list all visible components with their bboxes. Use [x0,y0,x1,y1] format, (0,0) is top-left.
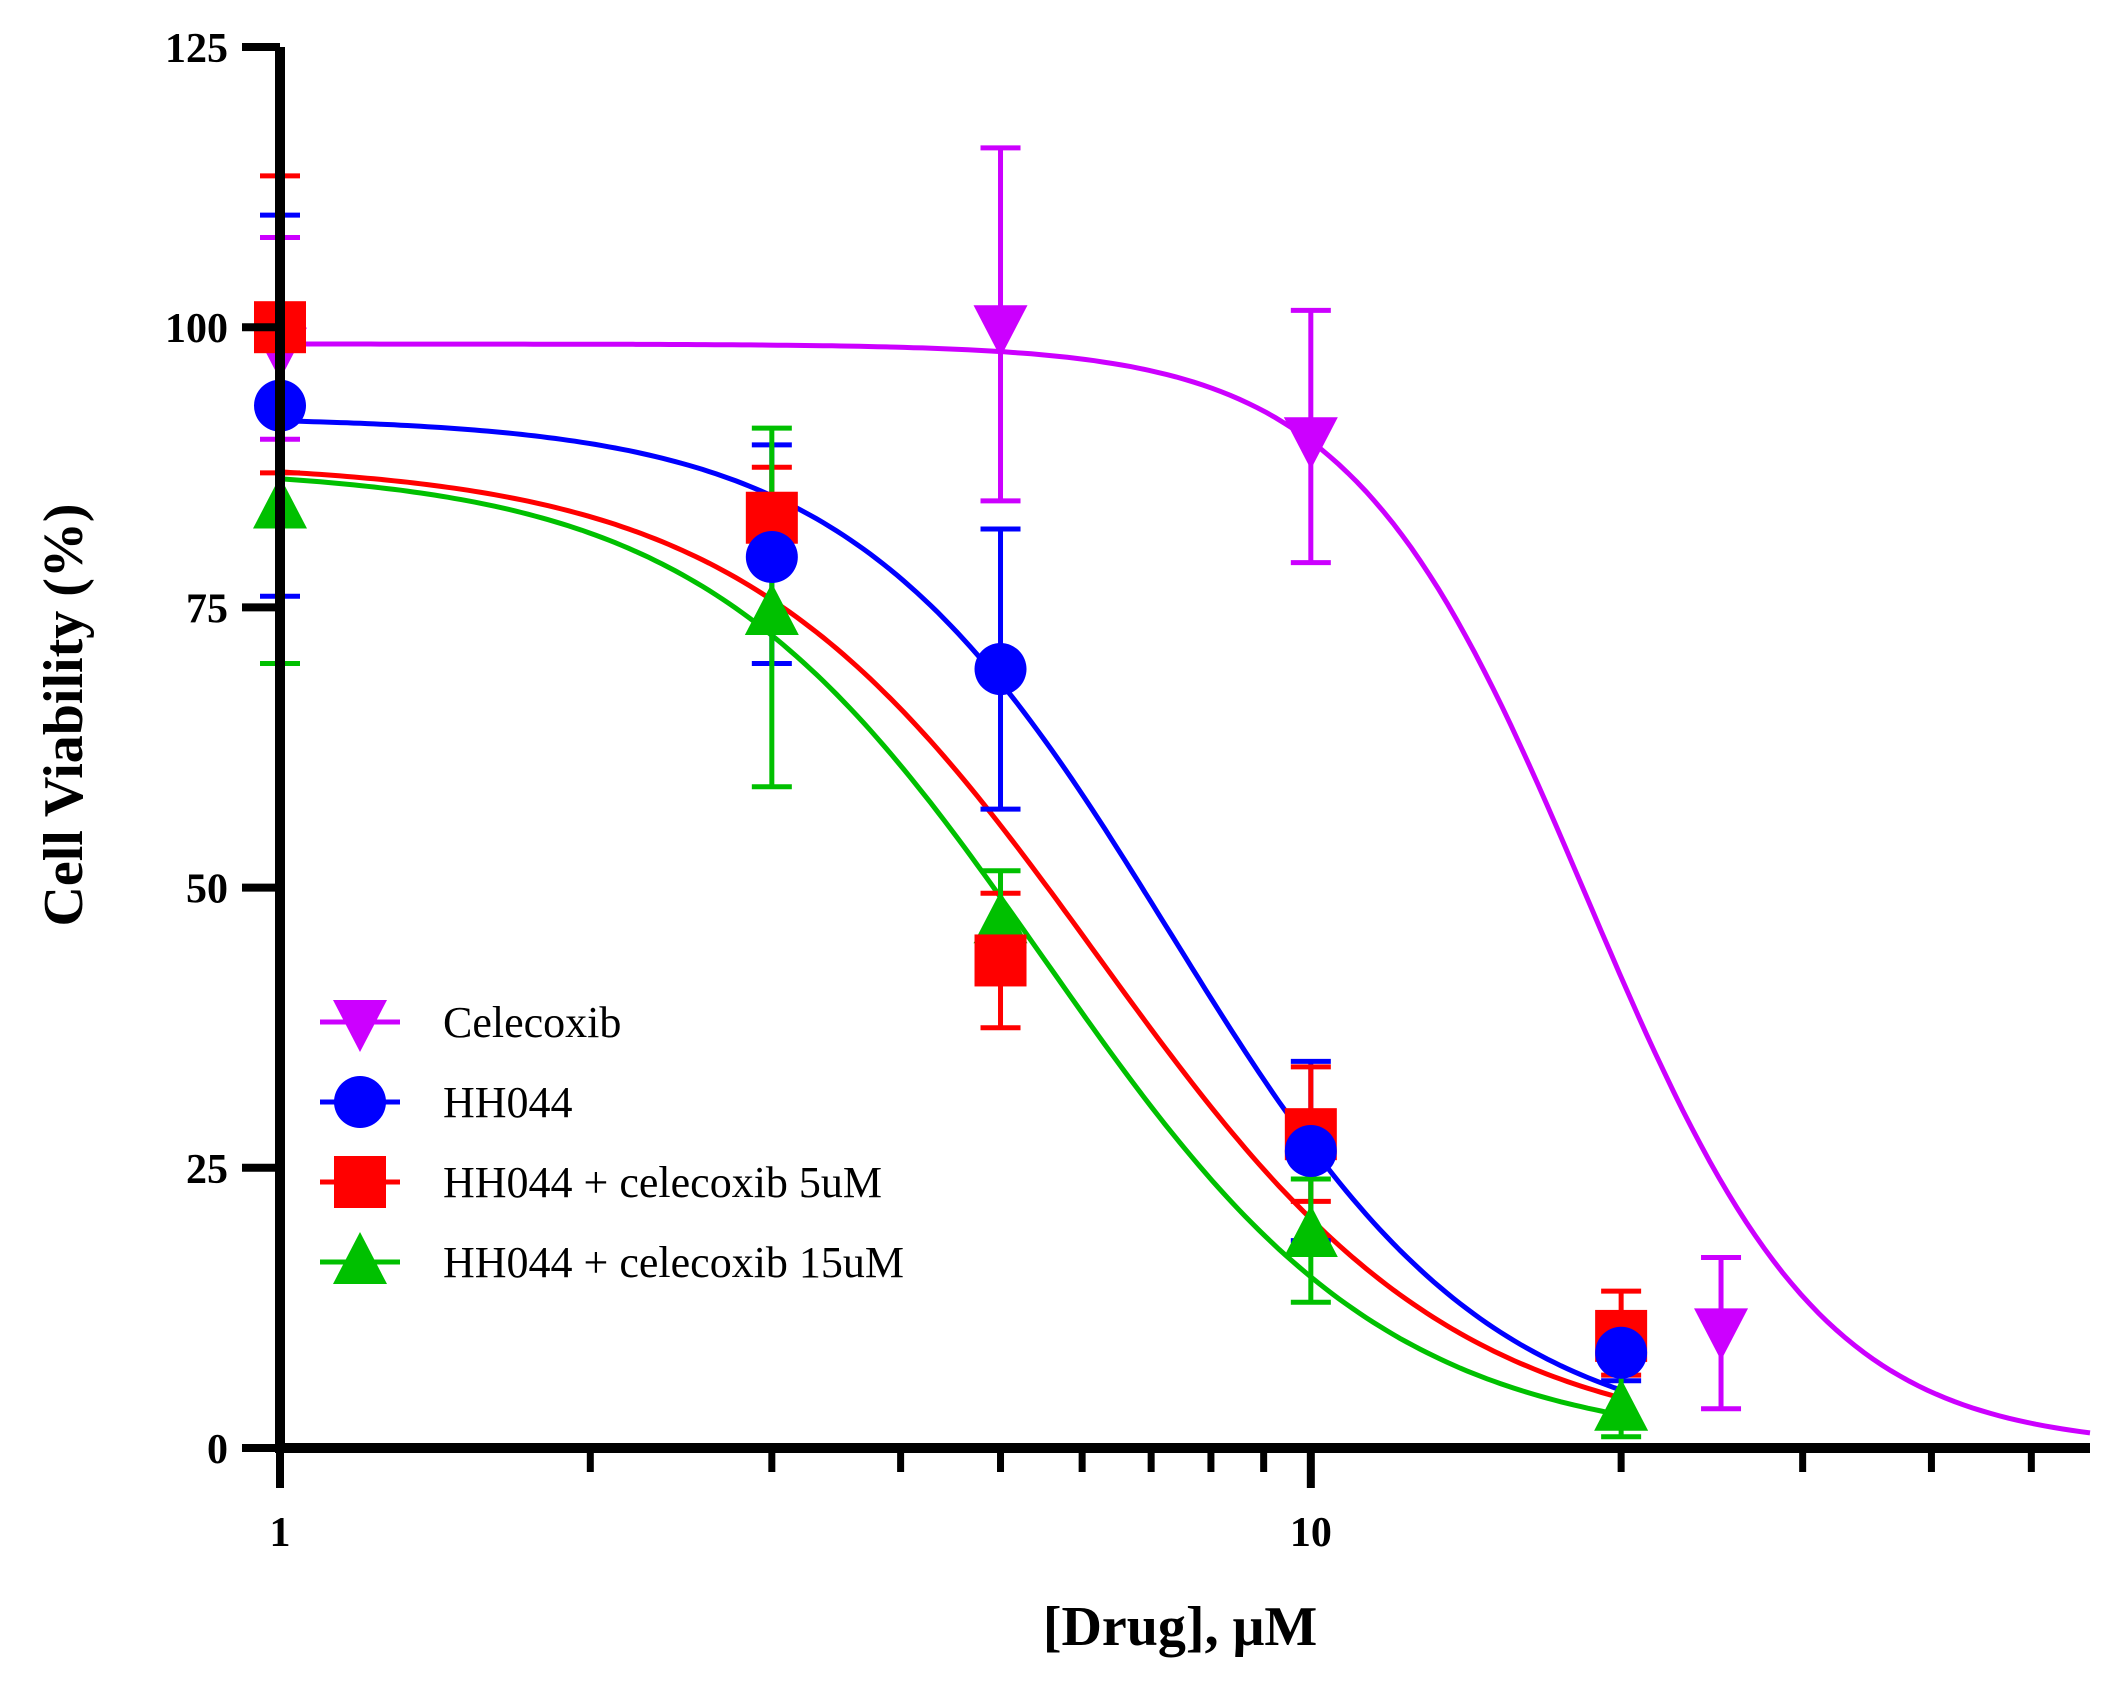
y-tick-label-75: 75 [186,586,228,632]
marker-s2-p3 [974,643,1027,696]
legend-entry-2: HH044 [320,1076,573,1128]
legend-marker [333,1232,387,1284]
x-axis-title: [Drug], μM [1043,1596,1317,1658]
legend-label: Celecoxib [443,998,621,1047]
legend-marker [334,1156,386,1208]
marker-s2-p5 [1595,1326,1648,1379]
legend-label: HH044 + celecoxib 5uM [443,1158,882,1207]
legend-label: HH044 [443,1078,573,1127]
legend-marker [334,1076,386,1128]
legend-label: HH044 + celecoxib 15uM [443,1238,904,1287]
fit-curve-1 [280,341,2091,1436]
marker-s1-p4 [1694,1308,1749,1361]
marker-s4-p2 [744,583,799,636]
legend-entry-4: HH044 + celecoxib 15uM [320,1232,904,1287]
y-tick-label-125: 125 [165,26,228,72]
legend-entry-1: Celecoxib [320,998,621,1052]
marker-s4-p5 [1594,1378,1649,1431]
y-axis-title: Cell Viability (%) [33,503,95,926]
marker-s1-p3 [1283,417,1338,470]
marker-s2-p2 [745,530,798,583]
marker-s4-p3 [973,891,1028,944]
y-tick-label-0: 0 [207,1427,228,1473]
marker-s2-p4 [1284,1124,1337,1177]
y-tick-label-100: 100 [165,306,228,352]
legend: Celecoxib HH044 HH044 + celecoxib 5uM HH044… [320,998,904,1287]
fit-curve-4 [279,476,1622,1418]
marker-s4-p4 [1283,1205,1338,1258]
legend-entry-3: HH044 + celecoxib 5uM [320,1156,882,1208]
marker-s1-p2 [973,305,1028,358]
legend-marker [333,1000,387,1052]
marker-s3-p3 [974,934,1027,987]
fit-curve-2 [279,418,1622,1393]
y-tick-label-25: 25 [186,1147,228,1193]
x-tick-label-10: 10 [1290,1510,1332,1556]
y-tick-label-50: 50 [186,867,228,913]
fit-curves [279,341,2091,1436]
x-tick-label-1: 1 [270,1510,291,1556]
fit-curve-3 [279,469,1622,1401]
axes: 0 25 50 75 100 125 1 10 [165,26,2090,1556]
